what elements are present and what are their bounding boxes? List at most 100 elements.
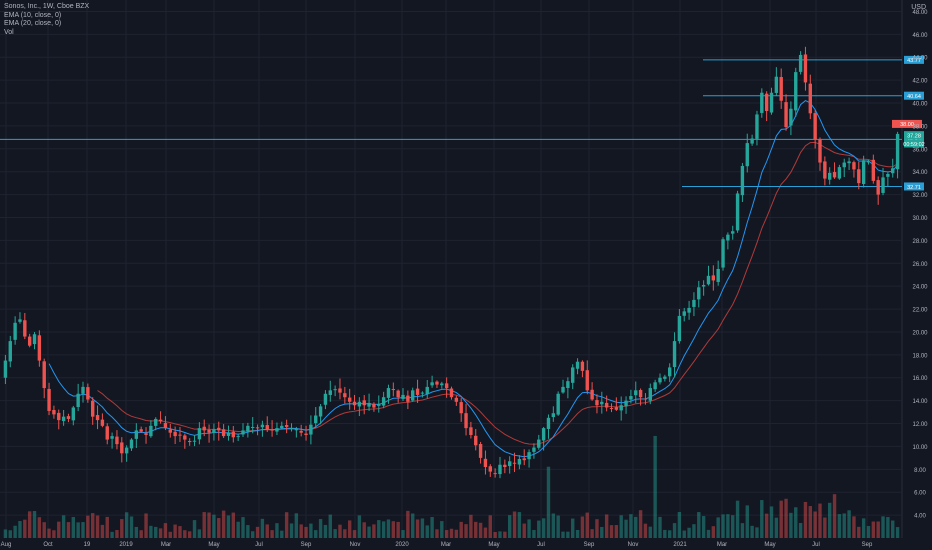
candle-body — [415, 388, 420, 395]
candle-body — [595, 400, 599, 406]
y-tick-label: 16.00 — [912, 376, 928, 382]
candle-body — [270, 429, 274, 431]
candle-body — [149, 425, 153, 437]
volume-bar — [798, 522, 803, 538]
time-axis[interactable]: Aug Oct 19 2019 Mar May Jul Sep Nov 2020 Mar May Jul… — [1, 542, 873, 548]
candle-body — [658, 377, 662, 383]
y-tick-label: 38.00 — [912, 124, 928, 130]
volume-bar — [575, 529, 580, 538]
price-axis[interactable]: 4.00 6.00 8.00 10.00 12.00 14.00 16.00 18.00 20.… — [912, 10, 928, 520]
volume-bar — [464, 524, 468, 538]
volume-bar — [32, 510, 37, 538]
candle-body — [629, 396, 633, 400]
legend-volume[interactable]: Vol — [4, 28, 14, 36]
candle-body — [318, 406, 323, 417]
legend-ema20[interactable]: EMA (20, close, 0) — [4, 20, 62, 27]
volume-bar — [411, 513, 415, 538]
candle-body — [764, 93, 769, 112]
volume-bar — [13, 525, 17, 538]
price-label: 37.28 — [907, 133, 921, 139]
volume-bar — [876, 521, 880, 538]
candle-body — [474, 435, 478, 446]
legend-ema10[interactable]: EMA (10, close, 0) — [4, 11, 62, 19]
candle-body — [619, 405, 623, 411]
volume-bar — [745, 505, 749, 538]
volume-bar — [566, 531, 570, 538]
candle-body — [891, 168, 895, 174]
volume-bar — [590, 529, 594, 538]
y-tick-label: 20.00 — [912, 330, 928, 336]
candle-body — [440, 383, 444, 386]
volume-bar — [86, 515, 90, 538]
price-label: 38.00 — [900, 122, 914, 128]
candle-body — [483, 458, 488, 468]
volume-bar — [735, 500, 740, 538]
candle-body — [731, 231, 735, 234]
legend-symbol[interactable]: Sonos, Inc., 1W, Cboe BZX — [4, 3, 90, 10]
volume-bar — [304, 526, 308, 538]
y-tick-label: 12.00 — [912, 422, 928, 428]
volume-bar — [634, 516, 638, 538]
candle-body — [886, 173, 890, 177]
y-tick-label: 14.00 — [912, 399, 928, 405]
candle-body — [304, 433, 308, 435]
y-tick-label: 32.00 — [912, 193, 928, 199]
candle-body — [367, 402, 371, 407]
volume-bar — [726, 514, 730, 538]
candle-body — [183, 435, 187, 440]
volume-bar — [338, 524, 342, 538]
candle-body — [692, 299, 696, 307]
candle-body — [246, 425, 250, 432]
volume-bar — [396, 521, 400, 538]
candle-body — [789, 108, 793, 126]
candle-body — [711, 275, 716, 281]
candle-body — [299, 430, 303, 433]
volume-bar — [672, 523, 677, 538]
volume-bar — [648, 526, 652, 538]
candle-body — [575, 361, 580, 369]
x-tick-label: Sep — [584, 542, 595, 548]
x-tick-label: Aug — [1, 542, 12, 548]
candle-body — [551, 413, 556, 418]
volume-bar — [760, 500, 764, 538]
volume-bar — [546, 466, 551, 538]
candle-body — [120, 442, 124, 454]
chart-legend: Sonos, Inc., 1W, Cboe BZX EMA (10, close… — [4, 3, 89, 37]
volume-bar — [764, 513, 769, 538]
candle-body — [221, 429, 226, 437]
volume-bar — [3, 529, 8, 538]
candle-body — [895, 133, 900, 170]
candle-body — [338, 388, 342, 393]
volume-bar — [512, 511, 517, 538]
candle-body — [411, 390, 415, 401]
volume-bar — [406, 510, 410, 538]
candle-body — [760, 92, 764, 113]
candle-body — [134, 430, 139, 439]
volume-bar — [522, 523, 526, 538]
volume-bar — [571, 518, 575, 538]
volume-bar — [697, 512, 701, 538]
volume-bar — [701, 516, 706, 538]
level-label-bg — [904, 55, 924, 64]
candle-body — [667, 367, 672, 377]
candle-body — [522, 458, 526, 461]
volume-bar — [381, 521, 386, 538]
candle-body — [682, 311, 686, 316]
candle-body — [663, 376, 667, 379]
candle-body — [357, 401, 362, 407]
volume-bar — [711, 526, 716, 538]
candle-body — [677, 315, 682, 342]
grid — [0, 0, 903, 538]
level-label-bg — [904, 135, 924, 144]
volume-bar — [624, 519, 628, 538]
candle-body — [352, 401, 357, 406]
x-tick-label: Mar — [717, 542, 727, 548]
candle-body — [803, 54, 808, 83]
volume-bar — [309, 523, 313, 538]
candle-body — [289, 428, 294, 430]
candle-body — [435, 381, 439, 385]
x-tick-label: May — [764, 542, 775, 548]
candle-body — [37, 335, 42, 361]
volume-bar — [435, 529, 439, 538]
